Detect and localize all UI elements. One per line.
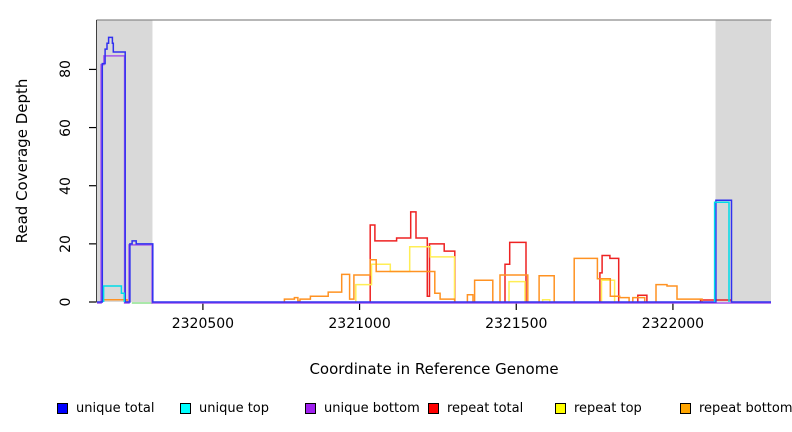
y-tick-label: 40 (58, 176, 74, 195)
series-repeat-bottom (473, 279, 494, 302)
x-axis-title: Coordinate in Reference Genome (309, 360, 559, 378)
x-tick-label: 2321000 (328, 316, 391, 332)
y-axis-title: Read Coverage Depth (13, 78, 31, 244)
x-tick-label: 2320500 (171, 316, 235, 332)
series-repeat-top (600, 279, 616, 302)
series-repeat-bottom (538, 275, 555, 302)
series-unique-top (713, 201, 730, 302)
y-tick-label: 0 (58, 297, 74, 307)
series-repeat-total (599, 254, 620, 302)
series-unique-total (97, 36, 771, 303)
masked-region (715, 20, 771, 302)
series-repeat-bottom (632, 296, 646, 302)
series-repeat-total (504, 241, 527, 302)
series-repeat-top (541, 298, 551, 302)
x-tick-label: 2322000 (641, 316, 705, 332)
series-unique-top (102, 285, 126, 302)
y-tick-label: 60 (58, 118, 74, 137)
y-tick-label: 20 (58, 234, 74, 253)
series-repeat-total (369, 211, 456, 302)
series-unique-bottom (97, 55, 771, 304)
series-repeat-bottom (283, 259, 456, 302)
series-repeat-total (637, 294, 648, 302)
series-repeat-top (508, 280, 526, 302)
series-repeat-bottom (655, 283, 703, 302)
series-repeat-bottom (466, 293, 474, 302)
series-repeat-bottom (499, 274, 529, 302)
y-tick-label: 80 (58, 60, 74, 79)
x-tick-label: 2321500 (485, 316, 548, 332)
series-repeat-bottom (573, 257, 630, 302)
